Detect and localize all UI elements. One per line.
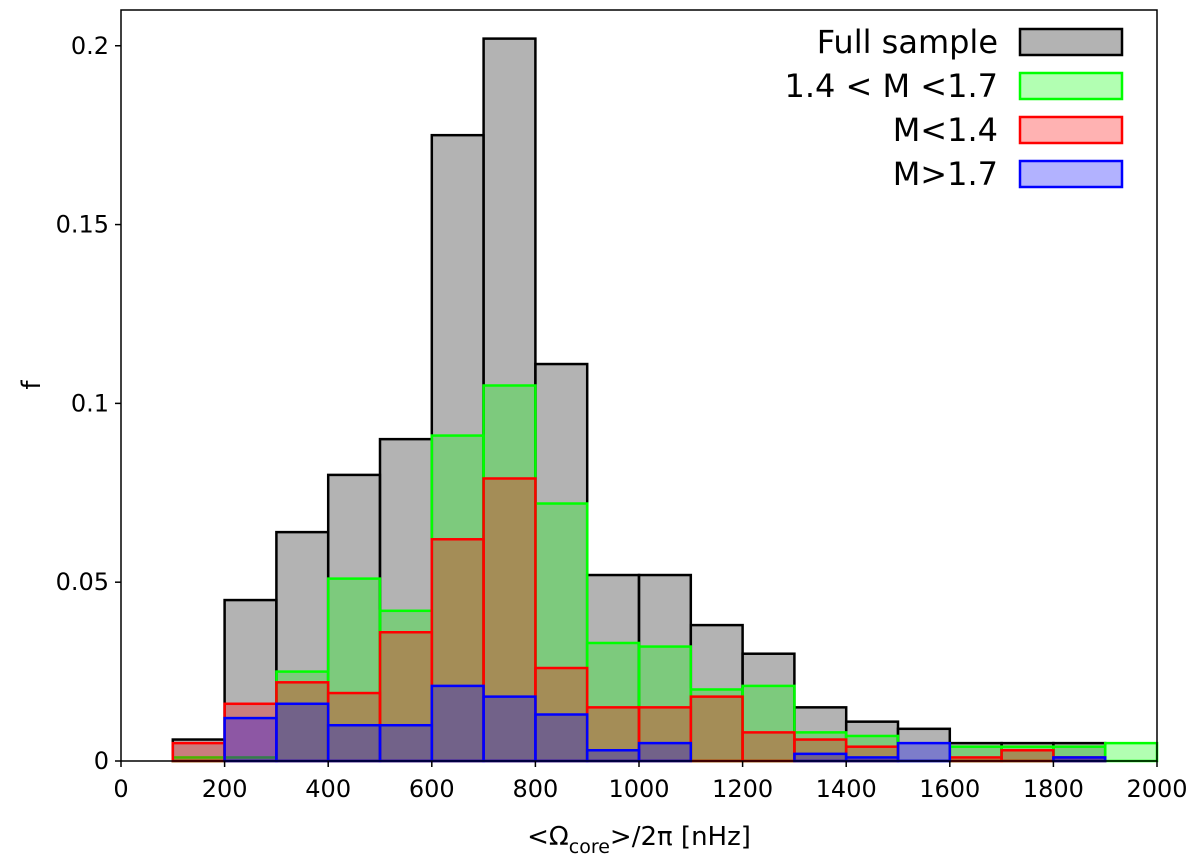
bar bbox=[585, 641, 641, 763]
bar bbox=[534, 713, 589, 763]
x-axis-ticks: 0 200 400 600 800 1000 1200 1400 1600 1800 2000 bbox=[113, 761, 1188, 803]
bar bbox=[534, 502, 589, 763]
x-tick-label: 1200 bbox=[712, 775, 773, 803]
legend: Full sample 1.4 < M <1.7 M<1.4 M>1.7 bbox=[784, 23, 1124, 193]
bar bbox=[171, 741, 226, 763]
bar bbox=[482, 695, 537, 763]
y-tick-label: 0.1 bbox=[71, 389, 109, 417]
bar bbox=[896, 741, 952, 763]
bar bbox=[275, 702, 330, 763]
bar bbox=[689, 695, 744, 763]
x-tick-label: 1600 bbox=[919, 775, 980, 803]
legend-label: 1.4 < M <1.7 bbox=[784, 67, 998, 105]
bar bbox=[275, 530, 330, 763]
series-3 bbox=[223, 684, 1107, 763]
x-axis-label-subscript: core bbox=[569, 836, 610, 858]
x-tick-label: 1800 bbox=[1023, 775, 1084, 803]
legend-swatch bbox=[1018, 159, 1124, 189]
legend-entry: 1.4 < M <1.7 bbox=[784, 67, 1124, 105]
x-tick-label: 800 bbox=[512, 775, 558, 803]
bar bbox=[896, 727, 952, 763]
bar bbox=[482, 384, 537, 763]
bar bbox=[223, 598, 278, 763]
bar bbox=[326, 723, 382, 763]
y-axis-ticks: 0 0.05 0.1 0.15 0.2 bbox=[56, 32, 121, 775]
legend-label: Full sample bbox=[817, 23, 998, 61]
series-0 bbox=[171, 37, 1107, 763]
bar bbox=[326, 473, 382, 763]
x-tick-label: 0 bbox=[113, 775, 128, 803]
y-axis-label: f bbox=[17, 380, 47, 390]
legend-label: M<1.4 bbox=[893, 111, 998, 149]
x-tick-label: 2000 bbox=[1126, 775, 1187, 803]
bar bbox=[326, 691, 382, 763]
bar bbox=[585, 749, 641, 763]
bar bbox=[430, 684, 485, 763]
y-tick-label: 0.05 bbox=[56, 568, 109, 596]
bar bbox=[482, 477, 537, 763]
x-tick-label: 400 bbox=[305, 775, 351, 803]
bar bbox=[1103, 741, 1159, 763]
x-tick-label: 200 bbox=[202, 775, 248, 803]
legend-entry: Full sample bbox=[817, 23, 1124, 61]
x-axis-label-main: <Ω bbox=[527, 822, 569, 852]
legend-entry: M<1.4 bbox=[893, 111, 1124, 149]
legend-entry: M>1.7 bbox=[893, 155, 1124, 193]
x-tick-label: 1400 bbox=[816, 775, 877, 803]
bar bbox=[326, 577, 382, 763]
y-tick-label: 0.15 bbox=[56, 211, 109, 239]
legend-swatch bbox=[1018, 27, 1124, 57]
legend-swatch bbox=[1018, 115, 1124, 145]
x-tick-label: 600 bbox=[409, 775, 455, 803]
legend-swatch bbox=[1018, 71, 1124, 101]
bar bbox=[378, 631, 434, 763]
y-tick-label: 0.2 bbox=[71, 32, 109, 60]
bar bbox=[793, 752, 848, 763]
bar bbox=[741, 731, 796, 763]
series-2 bbox=[171, 477, 1107, 763]
y-tick-label: 0 bbox=[94, 747, 109, 775]
bar bbox=[1000, 749, 1055, 763]
bar bbox=[223, 716, 278, 763]
bar bbox=[378, 723, 434, 763]
x-axis-label: <Ωcore>/2π [nHz] bbox=[527, 822, 751, 858]
x-axis-label-rest: >/2π [nHz] bbox=[610, 822, 751, 852]
bar bbox=[637, 741, 693, 763]
bars-layer bbox=[171, 37, 1159, 763]
bar bbox=[689, 688, 744, 763]
legend-label: M>1.7 bbox=[893, 155, 998, 193]
x-tick-label: 1000 bbox=[608, 775, 669, 803]
